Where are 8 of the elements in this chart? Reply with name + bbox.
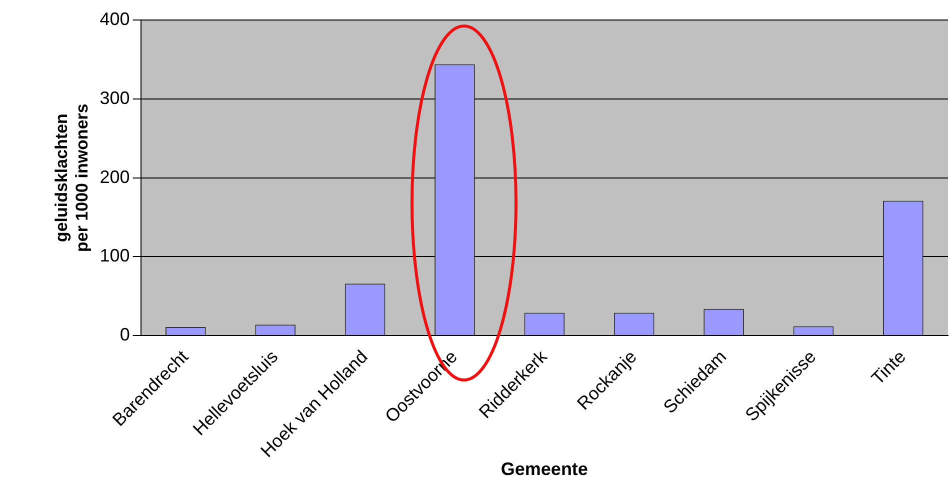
x-axis-title: Gemeente: [500, 459, 588, 480]
y-tick-label: 100: [100, 246, 130, 266]
y-tick-label: 300: [100, 88, 130, 108]
y-tick-label: 0: [120, 324, 130, 345]
y-tick-label: 200: [100, 166, 130, 187]
x-tick-label: Tinte: [868, 346, 910, 388]
y-tick-label: 400: [100, 8, 130, 29]
y-axis-title: geluidsklachten per 1000 inwoners: [52, 104, 92, 252]
